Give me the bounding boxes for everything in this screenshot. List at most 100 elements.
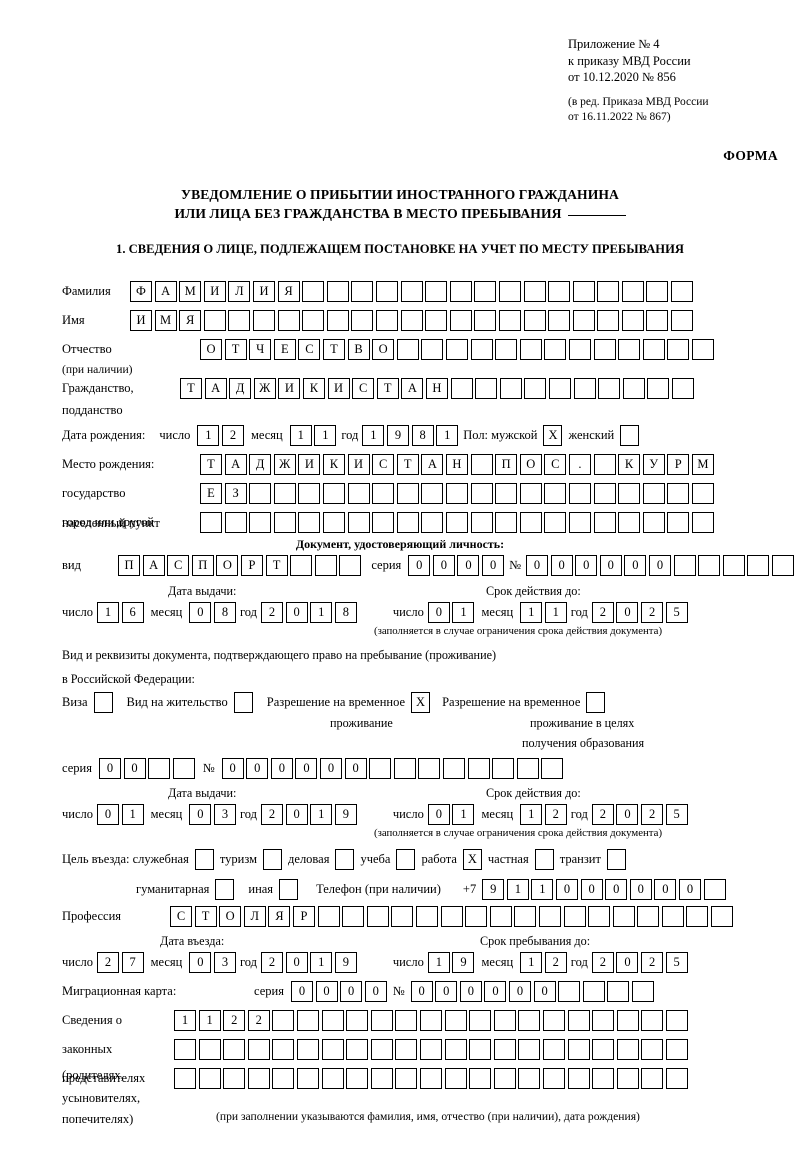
char-box[interactable]: С (167, 555, 190, 576)
char-box[interactable]: 0 (123, 758, 146, 779)
char-box[interactable]: 0 (270, 758, 293, 779)
char-box[interactable] (568, 339, 591, 360)
char-box[interactable]: 0 (678, 879, 701, 900)
char-box[interactable] (711, 906, 734, 927)
char-box[interactable] (489, 906, 512, 927)
char-box[interactable] (641, 1039, 664, 1060)
char-box[interactable] (747, 555, 770, 576)
char-box[interactable]: В (347, 339, 370, 360)
char-box[interactable] (618, 512, 641, 533)
char-box[interactable] (347, 512, 370, 533)
char-box[interactable]: 1 (520, 952, 543, 973)
char-box[interactable]: . (568, 454, 591, 475)
char-box[interactable] (493, 1068, 516, 1089)
char-box[interactable]: Я (277, 281, 300, 302)
char-box[interactable]: 3 (213, 804, 236, 825)
char-box[interactable] (548, 378, 571, 399)
char-box[interactable] (495, 512, 518, 533)
char-box[interactable] (326, 310, 349, 331)
char-box[interactable] (519, 483, 542, 504)
char-box[interactable] (493, 1010, 516, 1031)
char-box[interactable] (425, 281, 448, 302)
char-box[interactable]: 1 (314, 425, 337, 446)
char-box[interactable] (339, 555, 362, 576)
char-box[interactable] (771, 555, 794, 576)
char-box[interactable] (198, 1039, 221, 1060)
char-box[interactable] (641, 1010, 664, 1031)
char-box[interactable]: 0 (290, 981, 313, 1002)
char-box[interactable]: 2 (641, 952, 664, 973)
temp-residence-checkbox[interactable]: X (411, 692, 431, 713)
char-box[interactable] (646, 281, 669, 302)
char-box[interactable] (538, 906, 561, 927)
char-box[interactable]: Е (200, 483, 222, 504)
char-box[interactable]: 8 (334, 602, 357, 623)
char-box[interactable] (642, 512, 665, 533)
char-box[interactable] (622, 378, 645, 399)
char-box[interactable] (444, 1010, 467, 1031)
char-box[interactable] (370, 1010, 393, 1031)
char-box[interactable] (691, 512, 714, 533)
char-box[interactable]: 5 (665, 804, 688, 825)
char-box[interactable]: 1 (362, 425, 385, 446)
char-box[interactable] (302, 281, 325, 302)
char-box[interactable] (661, 906, 684, 927)
char-box[interactable]: 0 (556, 879, 578, 900)
char-box[interactable]: Ж (253, 378, 276, 399)
char-box[interactable] (277, 310, 300, 331)
purpose-humanitarian-checkbox[interactable] (215, 879, 235, 900)
char-box[interactable] (498, 310, 521, 331)
char-box[interactable]: Т (194, 906, 217, 927)
char-box[interactable]: И (203, 281, 226, 302)
residence-permit-checkbox[interactable] (233, 692, 253, 713)
char-box[interactable]: 9 (334, 804, 357, 825)
char-box[interactable] (395, 1039, 418, 1060)
char-box[interactable] (542, 1068, 565, 1089)
char-box[interactable] (492, 758, 515, 779)
char-box[interactable]: И (130, 310, 152, 331)
char-box[interactable] (722, 555, 745, 576)
char-box[interactable]: 0 (484, 981, 507, 1002)
char-box[interactable] (445, 483, 468, 504)
char-box[interactable]: 0 (221, 758, 244, 779)
char-box[interactable] (326, 281, 349, 302)
char-box[interactable] (691, 339, 714, 360)
sex-female-checkbox[interactable] (620, 425, 640, 446)
char-box[interactable]: 1 (197, 425, 220, 446)
purpose-other-checkbox[interactable] (279, 879, 299, 900)
char-box[interactable]: 0 (526, 555, 549, 576)
char-box[interactable] (544, 483, 567, 504)
char-box[interactable] (321, 1039, 344, 1060)
char-box[interactable]: 2 (247, 1010, 270, 1031)
char-box[interactable]: 0 (315, 981, 338, 1002)
char-box[interactable]: 0 (435, 981, 458, 1002)
char-box[interactable] (637, 906, 660, 927)
char-box[interactable]: Р (240, 555, 263, 576)
char-box[interactable] (370, 1068, 393, 1089)
char-box[interactable] (351, 281, 374, 302)
char-box[interactable] (347, 483, 370, 504)
char-box[interactable]: 0 (616, 952, 639, 973)
char-box[interactable] (247, 1068, 270, 1089)
char-box[interactable] (667, 512, 690, 533)
char-box[interactable]: 0 (98, 758, 121, 779)
temp-residence-edu-checkbox[interactable] (586, 692, 606, 713)
char-box[interactable]: О (519, 454, 542, 475)
char-box[interactable] (514, 906, 537, 927)
char-box[interactable]: 0 (246, 758, 269, 779)
char-box[interactable]: 0 (616, 804, 639, 825)
char-box[interactable]: Л (243, 906, 266, 927)
char-box[interactable]: 1 (289, 425, 312, 446)
char-box[interactable]: Е (273, 339, 296, 360)
char-box[interactable]: С (372, 454, 395, 475)
char-box[interactable] (440, 906, 463, 927)
char-box[interactable] (470, 454, 493, 475)
char-box[interactable]: 1 (174, 1010, 196, 1031)
